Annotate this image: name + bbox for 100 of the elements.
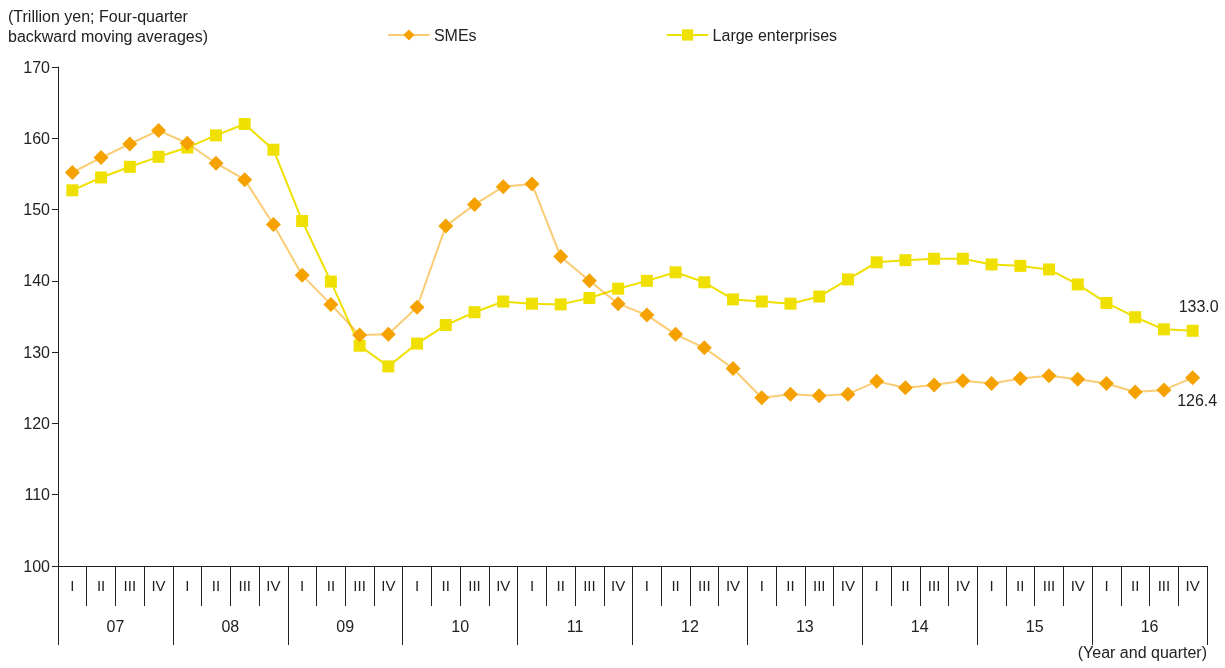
x-tick-label: III: [927, 577, 941, 594]
x-tick-label: II: [441, 577, 450, 594]
point: [869, 373, 885, 389]
point: [152, 150, 165, 163]
x-tick-label: I: [185, 577, 190, 594]
point: [122, 136, 138, 152]
point: [669, 266, 682, 279]
point: [841, 273, 854, 286]
point: [581, 273, 597, 289]
x-tick-label: III: [812, 577, 826, 594]
x-tick-label: III: [583, 577, 596, 594]
x-tick-label: III: [353, 577, 366, 594]
y-tick-label: 140: [23, 272, 51, 290]
x-tick-label: I: [70, 577, 75, 594]
x-tick-label: II: [211, 577, 221, 594]
point: [352, 327, 368, 343]
point: [238, 118, 251, 131]
point: [380, 326, 396, 342]
point: [267, 143, 280, 156]
text: 10: [451, 617, 470, 635]
point: [467, 197, 483, 213]
point: [294, 267, 310, 283]
point: [639, 307, 655, 323]
point: [66, 184, 79, 197]
x-tick-label: IV: [1185, 577, 1200, 594]
point: [411, 337, 424, 350]
data-label: 133.0: [1178, 298, 1219, 316]
point: [1129, 311, 1142, 324]
point: [984, 376, 1000, 392]
text: 08: [221, 617, 240, 635]
point: [1127, 384, 1143, 400]
x-tick-label: IV: [611, 577, 626, 594]
x-tick-label: IV: [496, 577, 511, 594]
point: [495, 179, 511, 195]
text: 13: [795, 617, 814, 635]
point: [1156, 382, 1172, 398]
point: [296, 214, 309, 227]
x-tick-label: II: [901, 577, 910, 594]
point: [208, 155, 224, 171]
point: [784, 297, 797, 310]
point: [1100, 296, 1113, 309]
point: [727, 293, 740, 306]
point: [1157, 323, 1170, 336]
point: [1098, 376, 1114, 392]
y-tick-label: 130: [23, 343, 51, 361]
point: [956, 252, 969, 265]
point: [353, 339, 366, 352]
point: [93, 150, 109, 166]
point: [754, 390, 770, 406]
point: [696, 340, 712, 356]
y-tick-label: 170: [23, 58, 51, 76]
y-tick-label: 110: [24, 486, 51, 504]
legend-label: SMEs: [433, 26, 477, 44]
y-axis-title: (Trillion yen; Four-quarter backward moving averages): [8, 7, 209, 45]
x-tick-label: I: [759, 577, 764, 594]
x-tick-label: II: [671, 577, 680, 594]
text: 12: [681, 617, 699, 635]
point: [151, 122, 167, 138]
point: [955, 373, 971, 389]
x-axis-title: (Year and quarter): [1077, 643, 1207, 661]
x-tick-label: III: [1157, 577, 1171, 594]
x-tick-label: III: [468, 577, 481, 594]
point: [782, 386, 798, 402]
x-tick-label: I: [874, 577, 879, 594]
x-tick-label: I: [529, 577, 535, 594]
point: [811, 388, 827, 404]
point: [553, 249, 569, 265]
point: [1014, 259, 1027, 272]
x-tick-label: III: [238, 577, 251, 594]
point: [497, 295, 510, 308]
y-tick-label: 120: [23, 414, 51, 432]
x-tick-label: II: [786, 577, 795, 594]
point: [64, 165, 80, 180]
point: [640, 274, 653, 287]
point: [409, 299, 425, 315]
text: 15: [1025, 617, 1044, 635]
point: [1043, 263, 1056, 276]
legend-label: Large enterprises: [712, 26, 838, 44]
point: [265, 217, 281, 233]
point: [438, 218, 454, 234]
text: 07: [106, 617, 125, 635]
point: [899, 254, 912, 267]
x-tick-label: II: [326, 577, 336, 594]
y-tick-label: 100: [23, 557, 51, 575]
point: [323, 296, 339, 312]
x-tick-label: II: [1131, 577, 1140, 594]
y-tick-label: 150: [23, 201, 51, 219]
point: [1186, 324, 1199, 337]
point: [897, 380, 913, 396]
point: [524, 176, 540, 192]
x-tick-label: IV: [840, 577, 856, 594]
point: [668, 326, 684, 342]
data-label: 126.4: [1177, 391, 1218, 409]
point: [725, 361, 741, 377]
text: 11: [566, 617, 584, 635]
x-tick-label: IV: [725, 577, 741, 594]
point: [439, 319, 452, 332]
point: [698, 276, 711, 289]
point: [1185, 370, 1201, 386]
point: [382, 360, 395, 373]
